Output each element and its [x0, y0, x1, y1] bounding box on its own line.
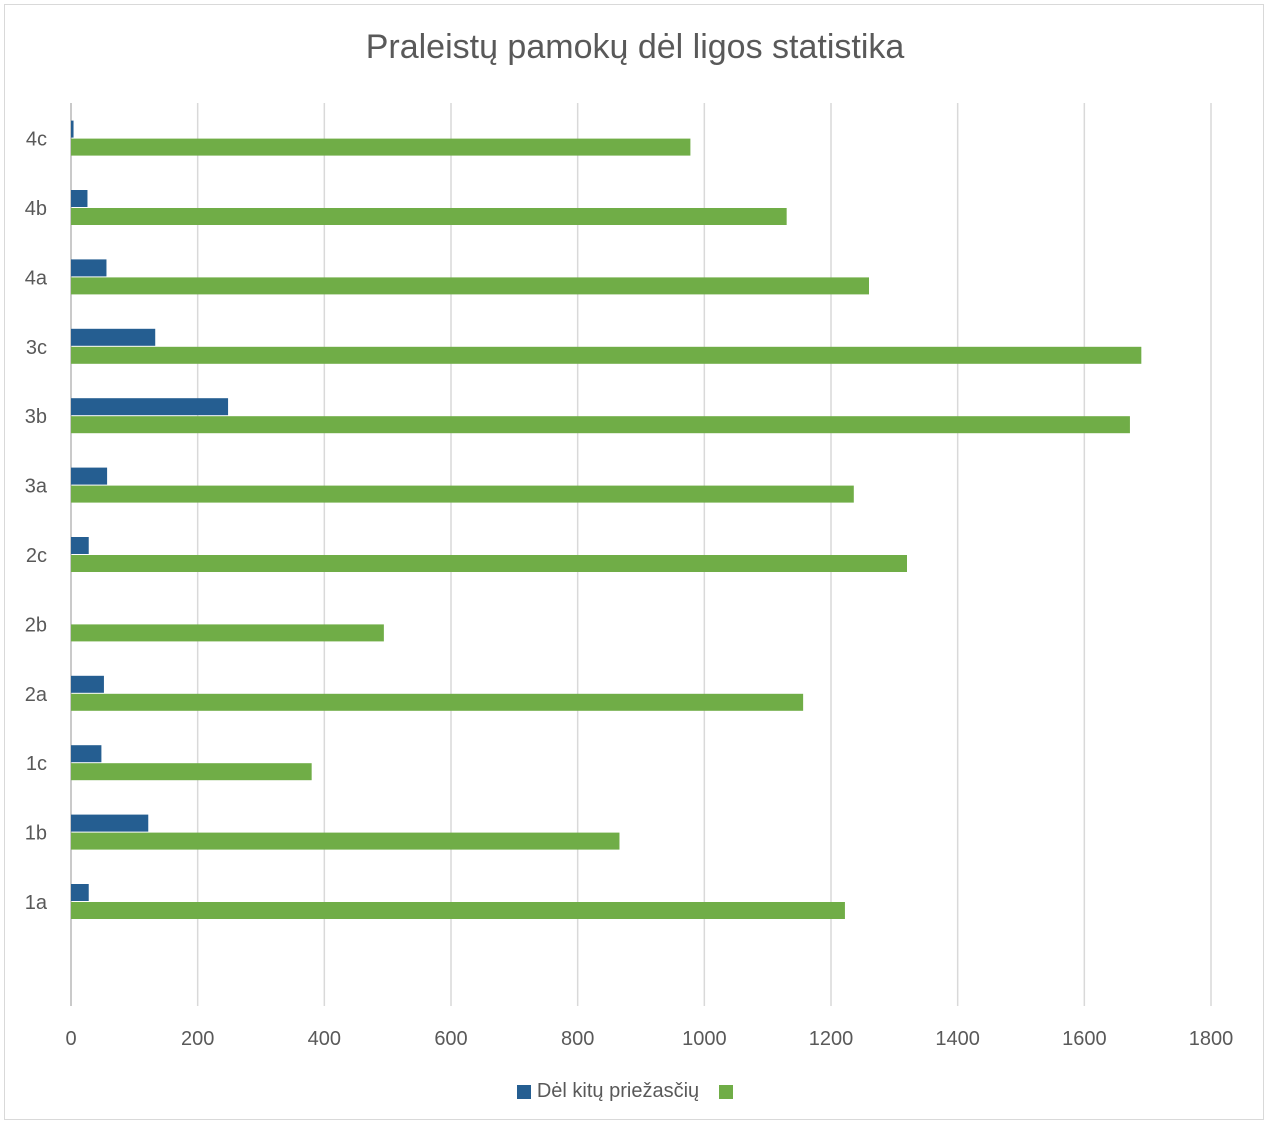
category-label: 3c	[26, 337, 47, 359]
bar-2a-series-2	[71, 693, 804, 711]
bar-3b-series-2	[71, 416, 1130, 434]
x-tick-labels: 0 200 400 600 800 1000 1200 1400 1600 1800	[65, 1028, 1233, 1050]
bar-1b-series-1	[71, 814, 149, 832]
bar-4c-series-2	[71, 138, 691, 156]
bar-3b-series-1	[71, 398, 229, 416]
legend-swatch	[719, 1084, 734, 1099]
bar-4a-series-1	[71, 259, 107, 277]
legend: Dėl kitų priežasčių	[0, 1080, 1270, 1103]
x-tick-label: 1800	[1189, 1028, 1234, 1050]
category-label: 4a	[25, 267, 48, 289]
x-tick-label: 0	[65, 1028, 76, 1050]
bar-4b-series-1	[71, 190, 88, 207]
legend-item-series-1: Dėl kitų priežasčių	[516, 1080, 700, 1103]
category-label: 2b	[25, 614, 47, 636]
bars	[71, 120, 1142, 919]
legend-label: Dėl kitų priežasčių	[536, 1080, 700, 1102]
bar-1b-series-2	[71, 832, 620, 850]
bar-4a-series-2	[71, 277, 869, 295]
bar-4b-series-2	[71, 208, 787, 225]
bar-1a-series-1	[71, 884, 89, 901]
category-label: 3a	[25, 476, 48, 498]
x-tick-label: 400	[308, 1028, 341, 1050]
category-label: 2c	[26, 545, 47, 567]
bar-1c-series-2	[71, 763, 312, 781]
bar-2c-series-1	[71, 537, 89, 554]
x-tick-label: 200	[181, 1028, 214, 1050]
x-tick-label: 1600	[1062, 1028, 1107, 1050]
category-labels: 1a 1b 1c 2a 2b 2c 3a 3b 3c 4a 4b 4c	[25, 129, 48, 914]
bar-4c-series-1	[71, 120, 74, 138]
bar-2c-series-2	[71, 555, 907, 572]
category-label: 1a	[25, 892, 48, 914]
bar-1a-series-2	[71, 902, 845, 919]
bar-3c-series-2	[71, 346, 1142, 364]
x-tick-label: 600	[434, 1028, 467, 1050]
category-label: 4b	[25, 198, 47, 220]
x-tick-label: 800	[561, 1028, 594, 1050]
category-label: 1b	[25, 823, 47, 845]
x-tick-label: 1200	[809, 1028, 854, 1050]
chart-title: Praleistų pamokų dėl ligos statistika	[365, 28, 905, 66]
category-label: 2a	[25, 684, 48, 706]
bar-3a-series-1	[71, 467, 108, 485]
bar-1c-series-1	[71, 745, 102, 763]
legend-item-series-2	[719, 1084, 739, 1099]
legend-swatch	[516, 1084, 531, 1099]
category-label: 4c	[26, 129, 47, 151]
bar-2b-series-2	[71, 624, 384, 642]
category-label: 3b	[25, 406, 47, 428]
x-tick-label: 1000	[682, 1028, 727, 1050]
bar-2a-series-1	[71, 675, 104, 693]
bar-3c-series-1	[71, 328, 156, 346]
category-label: 1c	[26, 753, 47, 775]
gridlines	[70, 103, 1212, 1006]
x-tick-label: 1400	[935, 1028, 980, 1050]
bar-3a-series-2	[71, 485, 854, 503]
